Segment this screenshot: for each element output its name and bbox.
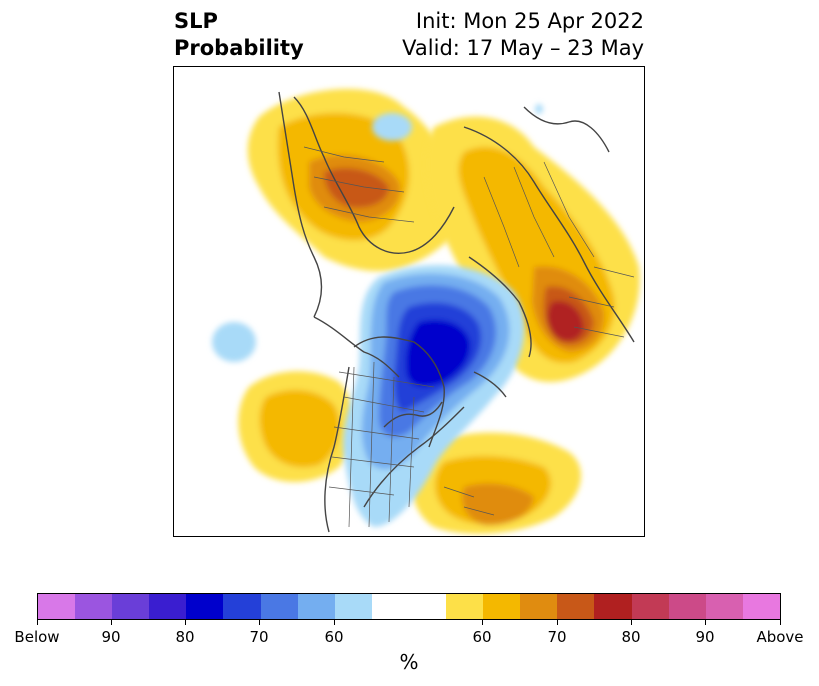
- below-normal-small-areas: [212, 104, 543, 362]
- valid-range: Valid: 17 May – 23 May: [402, 36, 644, 60]
- tick-label-above-70: 70: [547, 628, 567, 646]
- title-right: Init: Mon 25 Apr 2022 Valid: 17 May – 23…: [402, 8, 644, 62]
- colorbar-tick: [259, 620, 260, 625]
- colorbar-segment: [557, 594, 595, 619]
- title-left: SLP Probability: [174, 8, 304, 62]
- colorbar-segment: [631, 594, 669, 619]
- above-normal-north-pacific: [238, 371, 354, 482]
- colorbar-segment: [520, 594, 558, 619]
- colorbar-segment: [705, 594, 743, 619]
- colorbar-segment: [186, 594, 224, 619]
- tick-label-above-60: 60: [472, 628, 492, 646]
- colorbar-segment: [38, 594, 76, 619]
- colorbar-tick: [557, 620, 558, 625]
- colorbar-segment: [371, 594, 447, 619]
- title-variable: SLP: [174, 9, 218, 33]
- colorbar-tick: [705, 620, 706, 625]
- coastlines: [278, 91, 635, 533]
- below-normal-arctic-canada: [342, 265, 525, 527]
- map-panel: [173, 66, 645, 537]
- tick-label-below-60: 60: [324, 628, 344, 646]
- init-date: Init: Mon 25 Apr 2022: [415, 9, 644, 33]
- above-normal-siberia: [425, 116, 640, 382]
- tick-label-above-90: 90: [695, 628, 715, 646]
- colorbar-segment: [149, 594, 187, 619]
- tick-label-above: Above: [756, 628, 804, 646]
- tick-label-below-90: 90: [101, 628, 121, 646]
- colorbar-segment: [446, 594, 484, 619]
- tick-label-below-70: 70: [249, 628, 269, 646]
- colorbar-segment: [668, 594, 706, 619]
- colorbar-tick: [631, 620, 632, 625]
- colorbar-unit: %: [399, 650, 419, 674]
- colorbar-tick: [482, 620, 483, 625]
- colorbar-tick: [185, 620, 186, 625]
- tick-label-above-80: 80: [621, 628, 641, 646]
- probability-map: [174, 67, 644, 536]
- colorbar-segment: [297, 594, 335, 619]
- tick-label-below-80: 80: [175, 628, 195, 646]
- colorbar-segment: [260, 594, 298, 619]
- colorbar-segment: [334, 594, 372, 619]
- country-borders: [303, 146, 635, 528]
- title-type: Probability: [174, 36, 304, 60]
- tick-label-below: Below: [14, 628, 60, 646]
- colorbar-segment: [742, 594, 780, 619]
- colorbar-segment: [594, 594, 632, 619]
- colorbar-tick: [334, 620, 335, 625]
- colorbar-tick: [111, 620, 112, 625]
- colorbar-segment: [112, 594, 150, 619]
- colorbar-segment: [75, 594, 113, 619]
- colorbar-tick: [780, 620, 781, 625]
- colorbar-segment: [483, 594, 521, 619]
- colorbar-tick: [37, 620, 38, 625]
- colorbar-segment: [223, 594, 261, 619]
- colorbar: [37, 593, 781, 620]
